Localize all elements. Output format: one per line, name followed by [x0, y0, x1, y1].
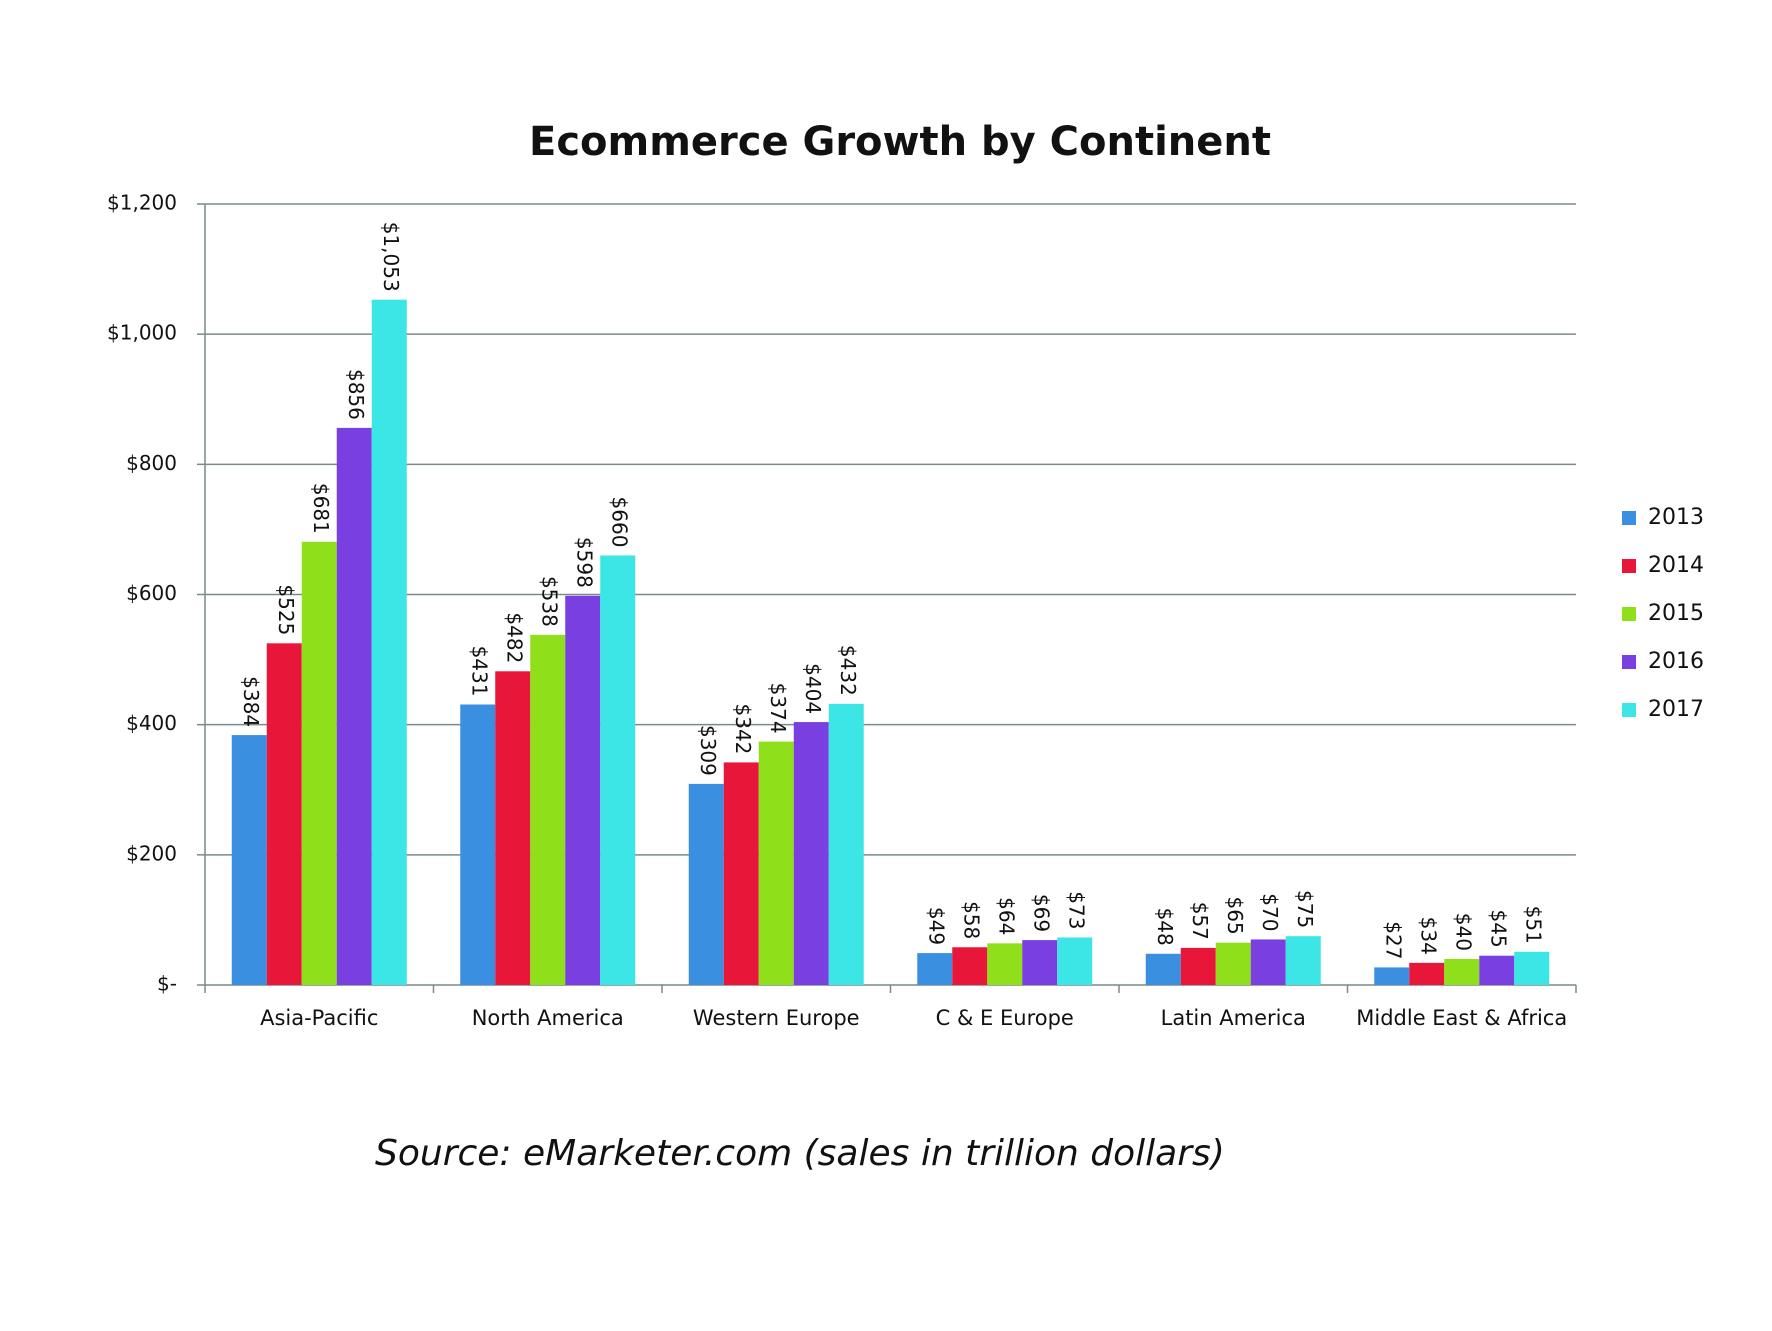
data-label: $309 [696, 725, 720, 776]
chart-title: Ecommerce Growth by Continent [529, 119, 1271, 165]
legend-label: 2014 [1648, 553, 1704, 578]
data-label: $374 [766, 683, 790, 734]
data-label: $342 [731, 704, 755, 755]
bar [336, 427, 372, 985]
legend-swatch [1622, 607, 1636, 621]
source-note: Source: eMarketer.com (sales in trillion… [375, 1133, 1225, 1174]
data-label: $482 [502, 612, 526, 663]
bar [688, 783, 724, 985]
bar [1479, 955, 1515, 985]
bar [301, 541, 337, 985]
data-label: $598 [572, 537, 596, 588]
legend-label: 2013 [1648, 505, 1704, 530]
bar [1145, 953, 1181, 985]
bar [1180, 947, 1216, 985]
x-tick-label: Western Europe [693, 1006, 860, 1030]
data-label: $64 [994, 897, 1018, 935]
bar [1250, 939, 1286, 985]
bar [371, 299, 407, 985]
legend-label: 2017 [1648, 697, 1704, 722]
bar [266, 643, 302, 985]
bar [231, 735, 267, 985]
data-label: $51 [1521, 906, 1545, 944]
bar [758, 741, 794, 985]
legend-swatch [1622, 511, 1636, 525]
data-label: $660 [607, 497, 631, 548]
data-label: $34 [1416, 917, 1440, 955]
bar [1514, 951, 1550, 985]
bar [1409, 962, 1445, 985]
x-tick-label: C & E Europe [936, 1006, 1074, 1030]
legend-swatch [1622, 655, 1636, 669]
bar [723, 762, 759, 985]
bar [565, 595, 601, 985]
data-label: $69 [1029, 894, 1053, 932]
y-tick-label: $- [157, 972, 177, 996]
bar [917, 953, 953, 985]
data-label: $681 [309, 483, 333, 534]
x-tick-label: Latin America [1161, 1006, 1306, 1030]
bar [530, 634, 566, 985]
legend-swatch [1622, 703, 1636, 717]
x-tick-label: North America [472, 1006, 624, 1030]
data-label: $525 [274, 584, 298, 635]
y-tick-label: $1,200 [107, 191, 177, 215]
data-label: $45 [1486, 910, 1510, 948]
bar [828, 703, 864, 985]
bar [600, 555, 636, 985]
data-label: $48 [1153, 908, 1177, 946]
data-label: $1,053 [379, 222, 403, 292]
data-label: $58 [959, 901, 983, 939]
data-label: $27 [1381, 921, 1405, 959]
data-label: $384 [239, 676, 263, 727]
data-label: $538 [537, 576, 561, 627]
data-label: $432 [836, 645, 860, 696]
y-tick-label: $800 [126, 451, 177, 475]
data-label: $70 [1258, 893, 1282, 931]
x-tick-label: Middle East & Africa [1356, 1006, 1567, 1030]
bar [1022, 940, 1058, 985]
bar [1215, 942, 1251, 985]
data-label: $49 [924, 907, 948, 945]
y-tick-label: $600 [126, 581, 177, 605]
data-label: $404 [801, 663, 825, 714]
bar [1374, 967, 1410, 985]
legend-label: 2015 [1648, 601, 1704, 626]
bar [495, 671, 531, 985]
bar [1057, 937, 1093, 985]
bar [987, 943, 1023, 985]
bar [1285, 936, 1321, 985]
y-tick-label: $400 [126, 711, 177, 735]
bar [793, 722, 829, 985]
data-label: $431 [467, 646, 491, 697]
y-tick-label: $200 [126, 841, 177, 865]
legend-swatch [1622, 559, 1636, 573]
data-label: $65 [1223, 897, 1247, 935]
bar [952, 947, 988, 985]
bar [1444, 958, 1480, 985]
data-label: $73 [1064, 891, 1088, 929]
bar [460, 704, 496, 985]
data-label: $57 [1188, 902, 1212, 940]
x-tick-label: Asia-Pacific [260, 1006, 378, 1030]
y-tick-label: $1,000 [107, 321, 177, 345]
data-label: $75 [1293, 890, 1317, 928]
data-label: $856 [344, 369, 368, 420]
data-label: $40 [1451, 913, 1475, 951]
legend-label: 2016 [1648, 649, 1704, 674]
